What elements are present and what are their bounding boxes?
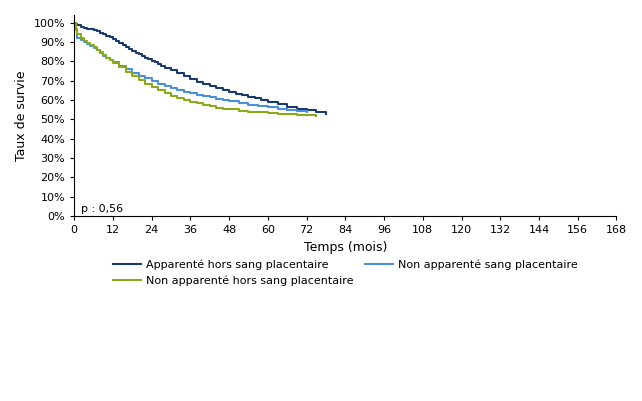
Non apparenté hors sang placentaire <box>273 111 281 116</box>
Non apparenté sang placentaire <box>160 83 168 88</box>
Non apparenté sang placentaire <box>122 67 130 72</box>
Non apparenté hors sang placentaire <box>200 103 207 107</box>
Non apparenté sang placentaire <box>264 105 272 110</box>
Text: p : 0,56: p : 0,56 <box>81 204 123 214</box>
Non apparenté hors sang placentaire <box>135 78 143 83</box>
Non apparenté sang placentaire <box>187 91 195 96</box>
Non apparenté sang placentaire <box>225 99 233 103</box>
Line: Non apparenté sang placentaire: Non apparenté sang placentaire <box>74 23 307 111</box>
Non apparenté hors sang placentaire <box>213 105 220 110</box>
Non apparenté sang placentaire <box>72 28 80 33</box>
Non apparenté sang placentaire <box>213 96 220 101</box>
Non apparenté hors sang placentaire <box>219 106 227 111</box>
Non apparenté hors sang placentaire <box>254 110 262 115</box>
Non apparenté sang placentaire <box>135 73 143 78</box>
Non apparenté hors sang placentaire <box>167 93 175 98</box>
Non apparenté sang placentaire <box>254 104 262 109</box>
Non apparenté hors sang placentaire <box>283 112 291 117</box>
Non apparenté sang placentaire <box>74 36 82 41</box>
Apparenté hors sang placentaire <box>187 76 195 81</box>
Non apparenté hors sang placentaire <box>93 47 101 52</box>
Non apparenté sang placentaire <box>193 92 201 97</box>
Non apparenté sang placentaire <box>103 55 110 60</box>
Line: Apparenté hors sang placentaire: Apparenté hors sang placentaire <box>74 23 326 114</box>
Non apparenté sang placentaire <box>77 38 85 43</box>
X-axis label: Temps (mois): Temps (mois) <box>304 241 387 253</box>
Non apparenté sang placentaire <box>200 94 207 99</box>
Non apparenté sang placentaire <box>80 40 88 45</box>
Non apparenté hors sang placentaire <box>77 36 85 41</box>
Non apparenté hors sang placentaire <box>71 20 78 25</box>
Non apparenté hors sang placentaire <box>90 45 98 50</box>
Non apparenté hors sang placentaire <box>313 113 320 118</box>
Non apparenté hors sang placentaire <box>193 101 201 106</box>
Non apparenté hors sang placentaire <box>106 58 114 63</box>
Non apparenté hors sang placentaire <box>128 74 136 79</box>
Non apparenté hors sang placentaire <box>245 109 252 114</box>
Non apparenté sang placentaire <box>148 79 155 83</box>
Non apparenté sang placentaire <box>173 87 181 92</box>
Non apparenté hors sang placentaire <box>83 41 91 45</box>
Non apparenté hors sang placentaire <box>116 65 123 70</box>
Non apparenté hors sang placentaire <box>74 32 82 37</box>
Non apparenté hors sang placentaire <box>293 113 300 117</box>
Apparenté hors sang placentaire <box>173 71 181 76</box>
Non apparenté sang placentaire <box>283 107 291 112</box>
Non apparenté hors sang placentaire <box>264 111 272 115</box>
Non apparenté hors sang placentaire <box>173 96 181 101</box>
Non apparenté sang placentaire <box>245 102 252 107</box>
Non apparenté hors sang placentaire <box>187 99 195 104</box>
Non apparenté hors sang placentaire <box>141 81 149 86</box>
Non apparenté sang placentaire <box>180 89 188 94</box>
Apparenté hors sang placentaire <box>144 57 152 61</box>
Non apparenté sang placentaire <box>87 43 94 48</box>
Non apparenté sang placentaire <box>109 60 117 65</box>
Non apparenté hors sang placentaire <box>87 43 94 48</box>
Non apparenté hors sang placentaire <box>235 108 243 113</box>
Non apparenté hors sang placentaire <box>303 113 311 118</box>
Non apparenté sang placentaire <box>273 106 281 111</box>
Non apparenté sang placentaire <box>71 20 78 25</box>
Non apparenté sang placentaire <box>154 81 162 86</box>
Non apparenté hors sang placentaire <box>80 38 88 43</box>
Legend: Apparenté hors sang placentaire, Non apparenté hors sang placentaire, Non appare: Apparenté hors sang placentaire, Non app… <box>108 255 582 291</box>
Non apparenté hors sang placentaire <box>96 50 104 55</box>
Non apparenté hors sang placentaire <box>72 26 80 31</box>
Non apparenté sang placentaire <box>141 76 149 81</box>
Non apparenté hors sang placentaire <box>160 91 168 96</box>
Non apparenté hors sang placentaire <box>154 88 162 93</box>
Non apparenté hors sang placentaire <box>206 104 214 109</box>
Non apparenté hors sang placentaire <box>103 55 110 60</box>
Non apparenté sang placentaire <box>293 108 300 113</box>
Non apparenté sang placentaire <box>100 53 107 58</box>
Apparenté hors sang placentaire <box>125 47 133 51</box>
Non apparenté sang placentaire <box>167 86 175 91</box>
Non apparenté hors sang placentaire <box>109 60 117 65</box>
Apparenté hors sang placentaire <box>322 111 330 116</box>
Apparenté hors sang placentaire <box>80 25 88 30</box>
Line: Non apparenté hors sang placentaire: Non apparenté hors sang placentaire <box>74 23 317 116</box>
Non apparenté sang placentaire <box>116 64 123 69</box>
Non apparenté sang placentaire <box>235 101 243 105</box>
Non apparenté sang placentaire <box>206 95 214 100</box>
Non apparenté hors sang placentaire <box>122 69 130 74</box>
Y-axis label: Taux de survie: Taux de survie <box>15 70 28 161</box>
Non apparenté hors sang placentaire <box>100 53 107 58</box>
Non apparenté hors sang placentaire <box>180 97 188 102</box>
Non apparenté sang placentaire <box>128 70 136 75</box>
Non apparenté sang placentaire <box>93 47 101 52</box>
Non apparenté sang placentaire <box>83 42 91 47</box>
Apparenté hors sang placentaire <box>283 104 291 109</box>
Non apparenté sang placentaire <box>303 109 311 114</box>
Non apparenté hors sang placentaire <box>225 107 233 112</box>
Non apparenté sang placentaire <box>90 45 98 50</box>
Non apparenté sang placentaire <box>219 97 227 102</box>
Non apparenté hors sang placentaire <box>148 85 155 90</box>
Non apparenté sang placentaire <box>106 58 114 63</box>
Non apparenté sang placentaire <box>96 50 104 55</box>
Apparenté hors sang placentaire <box>71 20 78 25</box>
